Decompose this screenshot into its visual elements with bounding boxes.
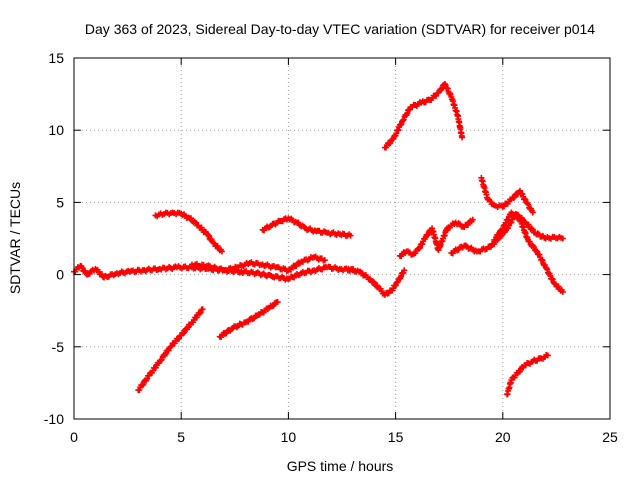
data-point	[416, 244, 423, 251]
x-tick-label: 20	[495, 429, 511, 445]
y-tick-label: 0	[56, 267, 64, 283]
data-point	[404, 110, 411, 117]
data-point	[347, 232, 354, 239]
data-point	[559, 288, 566, 295]
data-point	[181, 329, 188, 336]
data-point	[210, 239, 217, 246]
data-point	[511, 194, 518, 201]
data-point	[530, 244, 537, 251]
y-tick-label: 15	[48, 50, 64, 66]
grid-lines	[74, 58, 610, 419]
data-point	[469, 216, 476, 223]
series-arc-late-low	[504, 351, 551, 398]
data-point	[516, 368, 523, 375]
data-point	[525, 201, 532, 208]
data-point	[144, 375, 151, 382]
data-points	[71, 80, 566, 398]
data-point	[495, 232, 502, 239]
data-point	[387, 140, 394, 147]
y-axis-title: SDTVAR / TECUs	[7, 182, 23, 294]
series-arc-upper-morning	[152, 209, 225, 255]
series-arc-evening-dip	[345, 265, 408, 298]
x-tick-label: 5	[177, 429, 185, 445]
data-point	[199, 306, 206, 313]
axis-ticks: 0 5 10 15 20 25 -10 -5 0 5 10 15	[44, 50, 618, 445]
chart-title: Day 363 of 2023, Sidereal Day-to-day VTE…	[85, 21, 595, 37]
series-arc-late-c	[491, 209, 566, 295]
data-point	[416, 245, 423, 252]
data-point	[528, 225, 535, 232]
series-arc-evening-rise	[396, 216, 476, 260]
data-point	[176, 335, 183, 342]
y-tick-label: 5	[56, 194, 64, 210]
data-point	[529, 226, 536, 233]
y-tick-label: 10	[48, 122, 64, 138]
data-point	[400, 116, 407, 123]
data-point	[205, 232, 212, 239]
series-arc-late-b	[478, 174, 536, 216]
data-point	[392, 282, 399, 289]
series-arc-mid-day	[259, 215, 354, 240]
x-tick-label: 0	[70, 429, 78, 445]
data-point	[180, 330, 187, 337]
y-tick-label: -5	[52, 339, 65, 355]
data-point	[140, 381, 147, 388]
data-point	[139, 382, 146, 389]
data-point	[196, 310, 203, 317]
data-point	[425, 231, 432, 238]
data-point	[551, 280, 558, 287]
data-point	[371, 279, 378, 286]
data-point	[559, 235, 566, 242]
data-point	[79, 264, 86, 271]
data-point	[533, 247, 540, 254]
series-arc-evening-high	[381, 80, 466, 151]
data-point	[274, 299, 281, 306]
x-axis-title: GPS time / hours	[287, 458, 394, 474]
data-point	[162, 351, 169, 358]
y-tick-label: -10	[44, 411, 64, 427]
data-point	[459, 134, 466, 141]
data-point	[401, 267, 408, 274]
data-point	[544, 352, 551, 359]
series-arc-lower-morning	[135, 306, 206, 394]
series-arc-wave-mid	[188, 253, 328, 275]
data-point	[158, 356, 165, 363]
data-point	[424, 232, 431, 239]
data-point	[526, 238, 533, 245]
series-arc-lower-mid	[216, 299, 281, 341]
data-point	[152, 364, 159, 371]
x-tick-label: 25	[602, 429, 618, 445]
data-point	[495, 231, 502, 238]
data-point	[197, 309, 204, 316]
data-point	[510, 194, 517, 201]
plot-frame	[73, 57, 611, 420]
x-tick-label: 15	[388, 429, 404, 445]
data-point	[136, 386, 143, 393]
data-point	[529, 209, 536, 216]
data-point	[218, 248, 225, 255]
data-point	[204, 231, 211, 238]
data-point	[521, 196, 528, 203]
data-point	[397, 273, 404, 280]
x-tick-label: 10	[281, 429, 297, 445]
data-point	[508, 219, 515, 226]
data-point	[321, 257, 328, 264]
